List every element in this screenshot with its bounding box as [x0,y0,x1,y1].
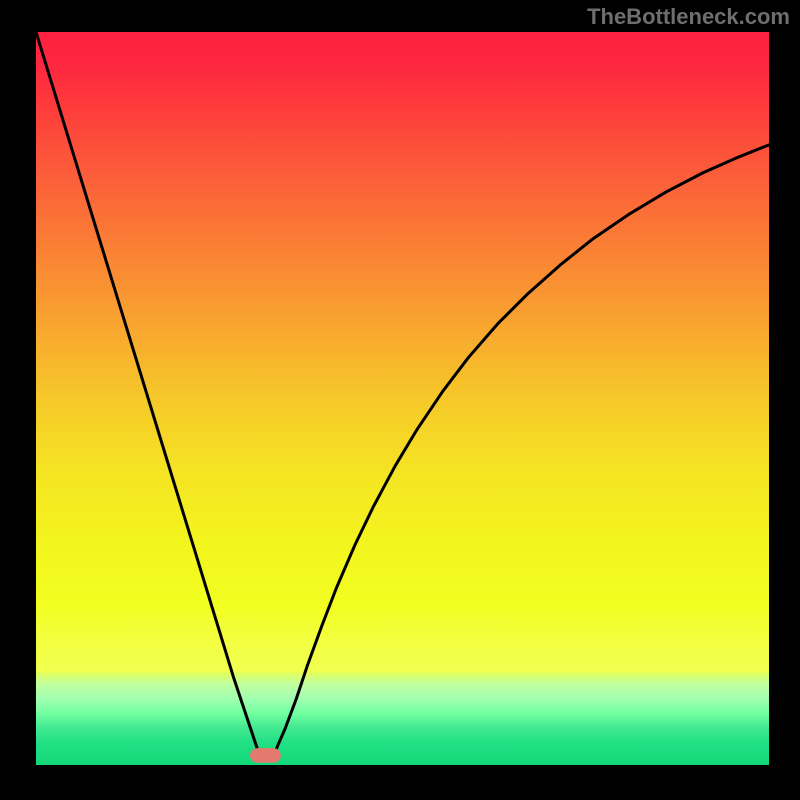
chart-background [36,32,769,765]
plot-area [36,32,769,765]
optimal-point-marker [250,748,281,763]
watermark-label: TheBottleneck.com [587,4,790,30]
bottleneck-chart [36,32,769,765]
chart-container: TheBottleneck.com [0,0,800,800]
